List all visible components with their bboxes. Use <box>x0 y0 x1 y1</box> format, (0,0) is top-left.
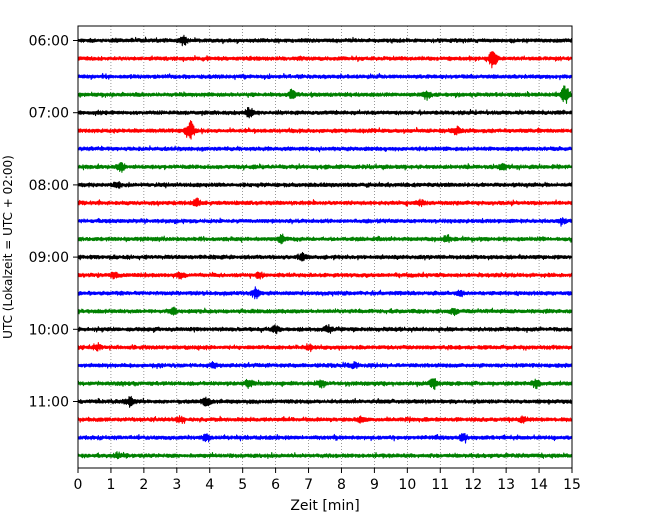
plot-frame <box>77 25 573 469</box>
y-tick-label: 10:00 <box>29 322 69 338</box>
x-tick-label: 11 <box>431 477 449 493</box>
trace-line-0915 <box>77 271 573 280</box>
trace-line-1130 <box>77 432 573 444</box>
trace-line-0800 <box>77 180 573 189</box>
x-tick-label: 10 <box>398 477 416 493</box>
trace-lines <box>77 34 573 460</box>
trace-line-1015 <box>77 342 573 353</box>
x-tick-label: 1 <box>106 477 115 493</box>
trace-line-0945 <box>77 306 573 317</box>
trace-line-0815 <box>77 197 573 208</box>
x-tick-label: 8 <box>337 477 346 493</box>
x-tick-label: 7 <box>304 477 313 493</box>
y-tick-label: 11:00 <box>29 395 69 411</box>
trace-line-0645 <box>77 85 573 104</box>
y-axis-ticks: 06:00 07:00 08:00 09:00 10:00 11:00 <box>29 34 78 411</box>
trace-line-1000 <box>77 324 573 335</box>
x-tick-label: 14 <box>530 477 548 493</box>
x-tick-label: 6 <box>271 477 280 493</box>
x-axis-label: Zeit [min] <box>290 498 359 514</box>
trace-line-1045 <box>77 378 573 391</box>
trace-line-1115 <box>77 415 573 424</box>
trace-line-0600 <box>77 34 573 47</box>
trace-line-1030 <box>77 360 573 370</box>
y-tick-label: 09:00 <box>29 250 69 266</box>
x-tick-label: 4 <box>205 477 214 493</box>
x-tick-label: 5 <box>238 477 247 493</box>
x-axis-ticks: 0 1 2 3 4 5 6 7 8 9 10 11 12 13 14 15 <box>74 468 581 493</box>
trace-line-0930 <box>77 286 573 300</box>
x-tick-label: 2 <box>139 477 148 493</box>
trace-line-0630 <box>77 72 573 81</box>
trace-line-0830 <box>77 217 573 227</box>
x-tick-label: 9 <box>370 477 379 493</box>
y-tick-label: 06:00 <box>29 34 69 50</box>
x-tick-label: 3 <box>172 477 181 493</box>
trace-line-0745 <box>77 161 573 173</box>
trace-line-1100 <box>77 395 573 408</box>
x-tick-label: 0 <box>74 477 83 493</box>
trace-line-1145 <box>77 451 573 460</box>
trace-line-0900 <box>77 251 573 262</box>
trace-line-0615 <box>77 51 573 69</box>
x-tick-label: 12 <box>464 477 482 493</box>
trace-line-0730 <box>77 145 573 153</box>
y-tick-label: 08:00 <box>29 178 69 194</box>
y-tick-label: 07:00 <box>29 106 69 122</box>
trace-line-0700 <box>77 106 573 119</box>
trace-line-0845 <box>77 233 573 245</box>
trace-line-0715 <box>77 120 573 140</box>
x-tick-label: 15 <box>563 477 581 493</box>
y-axis-label: UTC (Lokalzeit = UTC + 02:00) <box>1 155 15 339</box>
x-tick-label: 13 <box>497 477 515 493</box>
